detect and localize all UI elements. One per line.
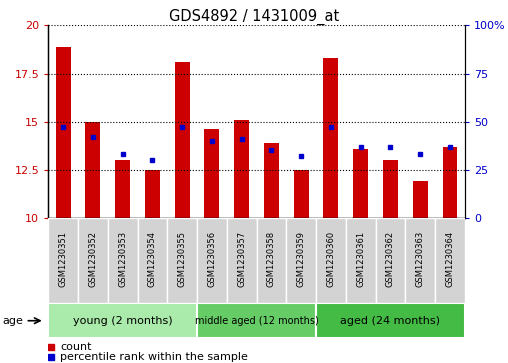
Bar: [175, 62, 189, 218]
Bar: [167, 218, 197, 303]
Bar: [316, 218, 346, 303]
Bar: [145, 170, 160, 218]
Bar: [48, 303, 197, 338]
Bar: [442, 147, 457, 218]
Bar: [234, 120, 249, 218]
Bar: [375, 218, 405, 303]
Bar: [294, 170, 308, 218]
Bar: [412, 181, 428, 218]
Bar: [108, 218, 138, 303]
Bar: [85, 122, 100, 218]
Text: count: count: [60, 342, 91, 351]
Bar: [78, 218, 108, 303]
Bar: [324, 58, 338, 218]
Text: young (2 months): young (2 months): [73, 316, 172, 326]
Text: GSM1230361: GSM1230361: [356, 231, 365, 287]
Bar: [353, 148, 368, 218]
Text: middle aged (12 months): middle aged (12 months): [195, 316, 319, 326]
Bar: [197, 303, 316, 338]
Bar: [197, 218, 227, 303]
Text: GSM1230364: GSM1230364: [446, 231, 455, 287]
Text: GSM1230352: GSM1230352: [88, 231, 98, 287]
Text: GDS4892 / 1431009_at: GDS4892 / 1431009_at: [169, 9, 339, 25]
Text: GSM1230357: GSM1230357: [237, 231, 246, 287]
Text: GSM1230356: GSM1230356: [207, 231, 216, 287]
Text: GSM1230359: GSM1230359: [297, 231, 306, 287]
Text: GSM1230358: GSM1230358: [267, 231, 276, 287]
Text: GSM1230355: GSM1230355: [178, 231, 186, 287]
Bar: [383, 160, 398, 218]
Text: GSM1230362: GSM1230362: [386, 231, 395, 287]
Text: GSM1230353: GSM1230353: [118, 231, 127, 287]
Bar: [56, 46, 71, 218]
Bar: [346, 218, 375, 303]
Text: percentile rank within the sample: percentile rank within the sample: [60, 352, 248, 362]
Text: GSM1230354: GSM1230354: [148, 231, 157, 287]
Bar: [287, 218, 316, 303]
Bar: [138, 218, 167, 303]
Bar: [48, 218, 78, 303]
Text: age: age: [3, 316, 23, 326]
Bar: [405, 218, 435, 303]
Bar: [115, 160, 130, 218]
Text: GSM1230360: GSM1230360: [327, 231, 335, 287]
Bar: [316, 303, 465, 338]
Bar: [264, 143, 279, 218]
Text: GSM1230363: GSM1230363: [416, 231, 425, 287]
Bar: [435, 218, 465, 303]
Text: aged (24 months): aged (24 months): [340, 316, 440, 326]
Bar: [204, 129, 219, 218]
Bar: [227, 218, 257, 303]
Bar: [257, 218, 287, 303]
Text: GSM1230351: GSM1230351: [58, 231, 68, 287]
